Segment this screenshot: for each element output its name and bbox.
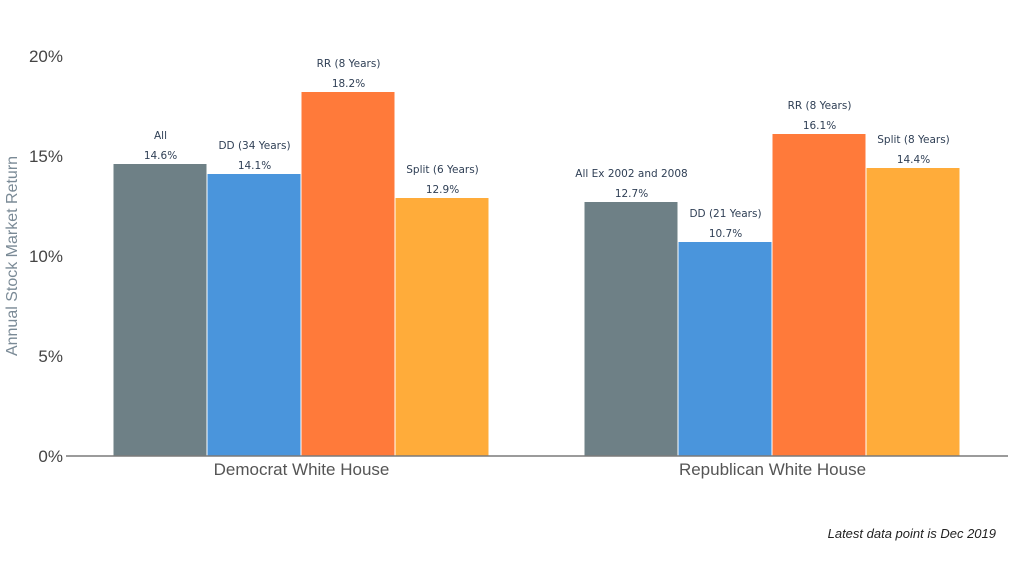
y-axis: 0% 5% 10% 15% 20%: [29, 47, 63, 466]
y-tick-label: 0%: [38, 447, 63, 466]
bar: [395, 198, 489, 456]
bar-name-label: All: [154, 130, 167, 142]
bar: [207, 174, 301, 456]
y-tick-label: 15%: [29, 147, 63, 166]
bar-name-label: Split (6 Years): [406, 164, 479, 176]
bar-value-label: 12.7%: [615, 188, 648, 200]
y-tick-label: 10%: [29, 247, 63, 266]
y-axis-label: Annual Stock Market Return: [4, 156, 21, 356]
bar-name-label: Split (8 Years): [877, 134, 950, 146]
bar-value-label: 10.7%: [709, 228, 742, 240]
bar-name-label: All Ex 2002 and 2008: [575, 168, 687, 180]
bar-labels: 14.6% All 14.1% DD (34 Years) 18.2% RR (8 Yea…: [144, 58, 950, 240]
bars: [113, 92, 960, 456]
y-tick-label: 20%: [29, 47, 63, 66]
bar-value-label: 12.9%: [426, 184, 459, 196]
bar-name-label: RR (8 Years): [788, 100, 852, 112]
bar: [584, 202, 678, 456]
y-tick-label: 5%: [38, 347, 63, 366]
bar-value-label: 16.1%: [803, 120, 836, 132]
bar: [866, 168, 960, 456]
bar-value-label: 14.6%: [144, 150, 177, 162]
bar-value-label: 14.1%: [238, 160, 271, 172]
bar-name-label: DD (34 Years): [218, 140, 290, 152]
x-category-label: Democrat White House: [214, 460, 390, 479]
footnote: Latest data point is Dec 2019: [827, 526, 996, 541]
x-category-label: Republican White House: [679, 460, 866, 479]
bar: [772, 134, 866, 456]
bar: [113, 164, 207, 456]
bar: [301, 92, 395, 456]
bar-name-label: DD (21 Years): [689, 208, 761, 220]
bar-name-label: RR (8 Years): [317, 58, 381, 70]
bar-value-label: 18.2%: [332, 78, 365, 90]
bar: [678, 242, 772, 456]
x-axis: Democrat White House Republican White Hou…: [214, 460, 866, 479]
bar-value-label: 14.4%: [897, 154, 930, 166]
